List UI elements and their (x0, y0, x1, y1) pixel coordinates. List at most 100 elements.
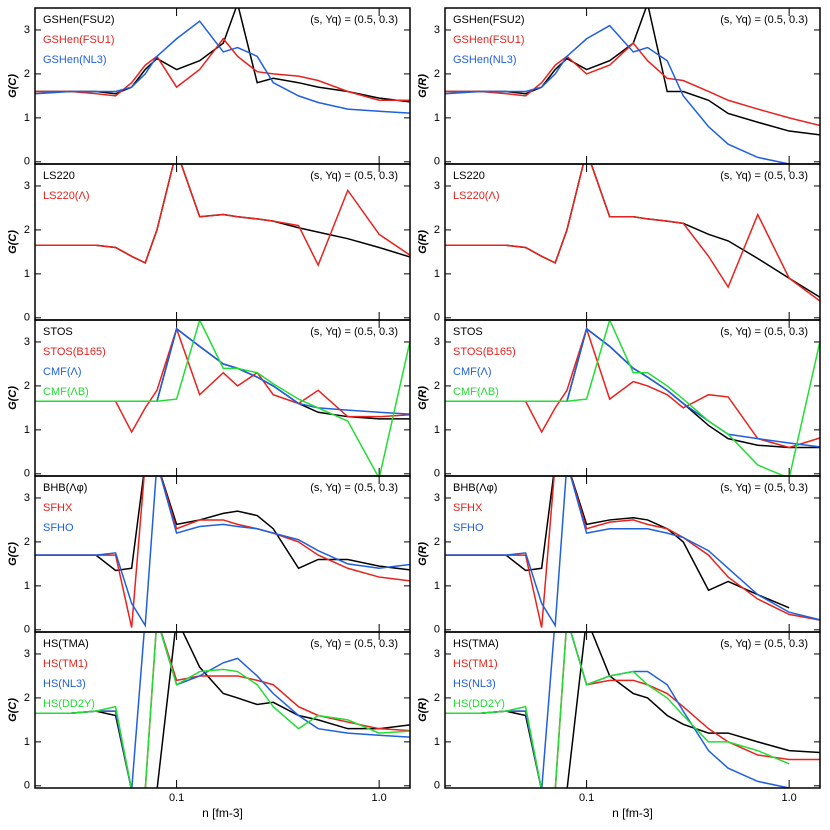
annotation: (s, Yq) = (0.5, 0.3) (720, 638, 808, 650)
legend-entry: STOS(B165) (453, 346, 516, 358)
y-tick-label: 1 (24, 112, 30, 124)
annotation: (s, Yq) = (0.5, 0.3) (310, 638, 398, 650)
series-line (35, 632, 410, 788)
series-line (445, 632, 790, 788)
y-tick-label: 2 (24, 380, 30, 392)
series-line (445, 164, 820, 302)
annotation: (s, Yq) = (0.5, 0.3) (720, 170, 808, 182)
series-line (35, 320, 410, 476)
y-tick-label: 1 (434, 112, 440, 124)
x-tick-label: 0.1 (169, 792, 184, 804)
legend-entry: BHB(Λφ) (43, 482, 87, 494)
legend-entry: HS(TM1) (43, 658, 88, 670)
legend-entry: GSHen(FSU1) (43, 34, 115, 46)
series-line (35, 632, 410, 788)
y-axis-label: G(R) (417, 230, 429, 254)
y-axis-label: G(R) (417, 386, 429, 410)
y-axis-label: G(R) (417, 74, 429, 98)
y-tick-label: 2 (434, 536, 440, 548)
legend-entry: LS220 (43, 170, 75, 182)
y-tick-label: 1 (434, 268, 440, 280)
legend-entry: STOS (43, 326, 73, 338)
legend-entry: HS(TM1) (453, 658, 498, 670)
series-line (35, 164, 410, 264)
annotation: (s, Yq) = (0.5, 0.3) (310, 482, 398, 494)
legend-entry: GSHen(FSU2) (453, 14, 525, 26)
annotation: (s, Yq) = (0.5, 0.3) (720, 482, 808, 494)
plot-frame (444, 7, 821, 165)
series-line (445, 320, 820, 476)
y-tick-label: 0 (24, 312, 30, 324)
legend-entry: GSHen(NL3) (43, 54, 107, 66)
plot-frame (34, 319, 411, 477)
legend-entry: SFHX (453, 502, 483, 514)
y-tick-label: 2 (24, 692, 30, 704)
legend-entry: GSHen(FSU2) (43, 14, 115, 26)
y-axis-label: G(R) (417, 698, 429, 722)
legend-entry: SFHO (43, 522, 74, 534)
y-tick-label: 3 (434, 24, 440, 36)
annotation: (s, Yq) = (0.5, 0.3) (310, 326, 398, 338)
y-tick-label: 3 (434, 492, 440, 504)
series-line (35, 632, 410, 788)
panel: 0 1 2 3 G(C) (s, Yq) = (0.5, 0.3) GSHen(FSU2) G… (7, 7, 411, 168)
legend-entry: HS(NL3) (43, 678, 86, 690)
panel: 0 1 2 3 G(C) (s, Yq) = (0.5, 0.3) BHB(Λφ) SFHX S… (7, 475, 411, 636)
y-axis-label: G(C) (7, 698, 19, 722)
series-line (445, 476, 790, 609)
plot-frame (444, 163, 821, 321)
legend-entry: LS220 (453, 170, 485, 182)
legend-entry: LS220(Λ) (453, 190, 499, 202)
legend-entry: CMF(ΛB) (43, 386, 89, 398)
legend-entry: SFHX (43, 502, 73, 514)
y-tick-label: 0 (24, 624, 30, 636)
y-tick-label: 1 (24, 736, 30, 748)
legend-entry: GSHen(FSU1) (453, 34, 525, 46)
legend-entry: HS(DD2Y) (453, 698, 505, 710)
y-tick-label: 2 (434, 68, 440, 80)
series-line (35, 476, 410, 628)
legend-entry: CMF(Λ) (43, 366, 82, 378)
series-line (35, 164, 410, 267)
x-axis-label: n [fm-3] (202, 806, 243, 820)
legend-entry: CMF(Λ) (453, 366, 492, 378)
y-tick-label: 2 (434, 380, 440, 392)
y-tick-label: 0 (24, 468, 30, 480)
annotation: (s, Yq) = (0.5, 0.3) (720, 14, 808, 26)
series-line (445, 632, 820, 788)
y-tick-label: 2 (24, 68, 30, 80)
y-tick-label: 0 (24, 156, 30, 168)
series-line (445, 476, 820, 628)
legend-entry: STOS(B165) (43, 346, 106, 358)
y-tick-label: 3 (434, 648, 440, 660)
annotation: (s, Yq) = (0.5, 0.3) (720, 326, 808, 338)
series-line (35, 20, 410, 114)
y-tick-label: 2 (24, 224, 30, 236)
plot-frame (34, 7, 411, 165)
series-line (35, 476, 410, 572)
legend-entry: GSHen(NL3) (453, 54, 517, 66)
panel: 0 1 2 3 0.1 1.0 n [fm-3] G(C) (s, Yq) = (0.5, 0.… (7, 631, 411, 820)
x-tick-label: 1.0 (372, 792, 387, 804)
y-tick-label: 3 (24, 24, 30, 36)
y-tick-label: 3 (24, 492, 30, 504)
y-axis-label: G(R) (417, 542, 429, 566)
y-tick-label: 2 (24, 536, 30, 548)
annotation: (s, Yq) = (0.5, 0.3) (310, 170, 398, 182)
legend-entry: CMF(ΛB) (453, 386, 499, 398)
y-tick-label: 3 (434, 336, 440, 348)
x-tick-label: 1.0 (782, 792, 797, 804)
plot-frame (444, 631, 821, 789)
y-tick-label: 1 (24, 424, 30, 436)
y-tick-label: 3 (24, 648, 30, 660)
panel: 0 1 2 3 G(C) (s, Yq) = (0.5, 0.3) STOS STOS(B16… (7, 319, 411, 480)
y-tick-label: 2 (434, 224, 440, 236)
y-tick-label: 3 (434, 180, 440, 192)
legend-entry: LS220(Λ) (43, 190, 89, 202)
panel: 0 1 2 3 0.1 1.0 n [fm-3] G(R) (s, Yq) = (0.5, 0.… (417, 631, 821, 820)
y-tick-label: 0 (434, 624, 440, 636)
y-axis-label: G(C) (7, 386, 19, 410)
y-tick-label: 2 (434, 692, 440, 704)
series-line (35, 37, 410, 102)
